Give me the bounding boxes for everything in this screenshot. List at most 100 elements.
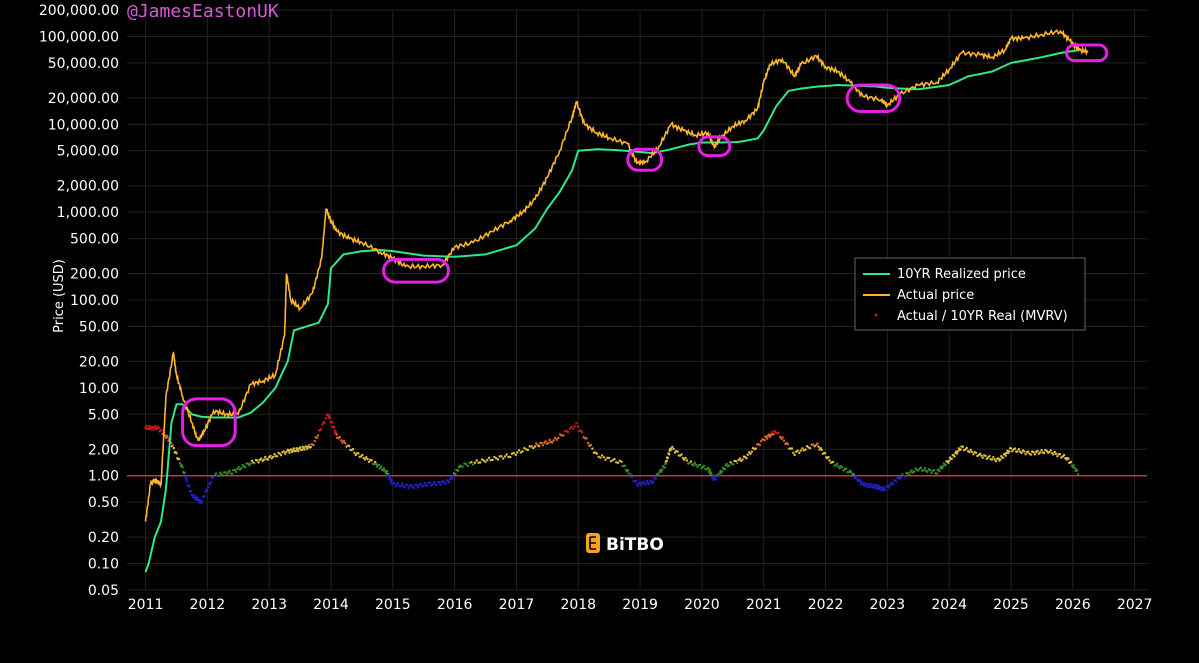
mvrv-point	[672, 447, 675, 451]
mvrv-point	[212, 476, 215, 479]
mvrv-point	[269, 454, 272, 458]
mvrv-point	[357, 452, 360, 455]
mvrv-point	[609, 460, 613, 463]
mvrv-point	[772, 433, 775, 436]
x-tick-label: 2014	[313, 597, 349, 613]
mvrv-point	[149, 428, 152, 431]
mvrv-point	[778, 435, 782, 439]
mvrv-point	[394, 485, 397, 488]
mvrv-dots	[144, 413, 1080, 505]
mvrv-point	[953, 455, 956, 458]
mvrv-point	[484, 460, 487, 463]
mvrv-point	[340, 439, 343, 442]
mvrv-point	[451, 475, 455, 478]
mvrv-point	[343, 441, 347, 445]
mvrv-point	[406, 484, 409, 487]
mvrv-point	[741, 458, 744, 461]
mvrv-point	[1067, 457, 1070, 460]
mvrv-point	[192, 494, 196, 497]
mvrv-point	[636, 484, 640, 487]
mvrv-point	[940, 465, 943, 468]
mvrv-point	[298, 446, 302, 449]
mvrv-point	[767, 433, 771, 436]
mvrv-point	[532, 446, 535, 450]
mvrv-point	[457, 469, 460, 473]
mvrv-point	[461, 465, 464, 468]
mvrv-point	[334, 430, 338, 434]
mvrv-point	[777, 431, 780, 434]
mvrv-point	[650, 480, 653, 483]
mvrv-point	[994, 460, 998, 463]
mvrv-point	[647, 482, 651, 486]
highlight-box	[626, 147, 664, 172]
mvrv-point	[1072, 464, 1075, 467]
mvrv-point	[363, 458, 367, 461]
mvrv-point	[264, 455, 267, 459]
mvrv-point	[684, 456, 687, 460]
mvrv-point	[466, 464, 470, 468]
mvrv-point	[736, 461, 739, 465]
mvrv-point	[930, 471, 933, 475]
legend-swatch-mvrv	[874, 313, 878, 317]
actual-price-line	[144, 28, 1089, 522]
mvrv-point	[919, 466, 923, 469]
mvrv-point	[432, 480, 436, 484]
mvrv-point	[530, 445, 533, 448]
x-tick-label: 2021	[746, 597, 782, 613]
mvrv-point	[1040, 449, 1043, 452]
mvrv-point	[194, 495, 198, 498]
x-tick-label: 2012	[190, 597, 226, 613]
mvrv-point	[390, 478, 393, 482]
mvrv-point	[328, 415, 331, 418]
mvrv-point	[870, 483, 873, 486]
mvrv-point	[640, 484, 643, 487]
mvrv-point	[875, 484, 879, 487]
mvrv-point	[799, 449, 802, 452]
mvrv-point	[493, 455, 496, 459]
mvrv-point	[217, 474, 220, 477]
mvrv-point	[382, 467, 386, 470]
mvrv-point	[377, 463, 380, 467]
mvrv-point	[323, 421, 326, 424]
mvrv-point	[695, 463, 698, 466]
mvrv-point	[1049, 449, 1052, 452]
mvrv-point	[711, 475, 715, 478]
mvrv-point	[639, 481, 642, 484]
mvrv-point	[634, 479, 638, 483]
y-axis-ticks: 0.05 0.10 0.20 0.50 1.00 2.00 5.00 10.00 20.00 50…	[39, 3, 119, 599]
mvrv-point	[857, 478, 861, 481]
mvrv-point	[313, 439, 316, 443]
mvrv-point	[717, 475, 720, 478]
mvrv-point	[306, 447, 309, 451]
mvrv-point	[431, 483, 434, 486]
mvrv-point	[754, 447, 757, 450]
mvrv-point	[869, 484, 872, 488]
mvrv-point	[291, 449, 295, 452]
mvrv-point	[273, 452, 276, 456]
mvrv-point	[547, 441, 550, 444]
y-tick-label: 0.05	[88, 583, 119, 599]
mvrv-point	[225, 473, 228, 476]
mvrv-point	[746, 453, 749, 456]
mvrv-point	[1032, 451, 1035, 454]
mvrv-point	[793, 453, 796, 457]
mvrv-point	[658, 471, 661, 474]
mvrv-point	[1001, 456, 1005, 460]
mvrv-point	[1029, 453, 1033, 456]
mvrv-point	[865, 485, 869, 488]
mvrv-point	[630, 474, 633, 477]
legend-label-price: Actual price	[897, 288, 974, 303]
mvrv-point	[464, 463, 468, 466]
mvrv-point	[253, 462, 256, 465]
mvrv-point	[645, 479, 649, 483]
mvrv-point	[965, 446, 968, 450]
mvrv-point	[602, 456, 606, 459]
mvrv-point	[922, 469, 925, 472]
mvrv-point	[342, 439, 345, 443]
mvrv-point	[813, 445, 816, 448]
mvrv-point	[732, 463, 735, 466]
mvrv-point	[657, 474, 660, 477]
mvrv-point	[403, 486, 406, 489]
mvrv-point	[993, 458, 996, 461]
